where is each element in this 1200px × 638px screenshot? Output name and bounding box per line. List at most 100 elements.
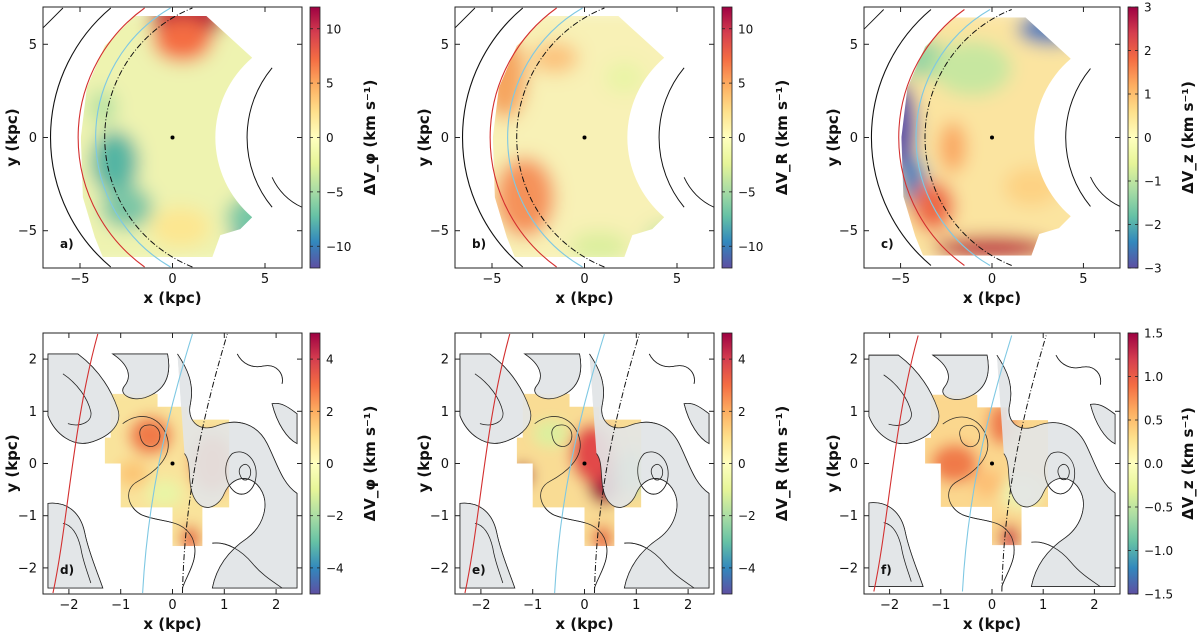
axes: −5 0 5 5 0 −5 [839,7,1120,287]
y-tick-label: 2 [29,353,37,368]
x-tick-label: 0 [580,598,588,613]
x-axis-label: x (kpc) [555,615,613,633]
y-axis-label: y (kpc) [3,108,21,166]
axes: −5 0 5 5 0 −5 [430,7,714,287]
colorbar-tick-label: 2 [738,405,746,419]
colorbar-label: ΔV_R (km s⁻¹) [773,80,791,195]
y-tick-label: 5 [850,38,858,53]
x-tick-label: 0 [168,272,176,287]
x-tick-label: 5 [1079,272,1087,287]
colorbar-tick-label: 10 [326,22,341,36]
x-axis-label: x (kpc) [143,615,201,633]
axes: −2 −1 0 1 2 2 1 0 −1 −2 [430,333,714,613]
y-tick-label: −5 [430,224,449,239]
axes: −5 0 5 5 0 −5 [18,7,302,287]
colorbar-tick-label: −1.0 [1144,544,1173,558]
colorbar-tick-label: 0.0 [1144,457,1163,471]
colorbar-tick-label: 5 [326,77,334,91]
y-tick-label: 0 [850,131,858,146]
x-tick-label: −2 [880,598,899,613]
panel-letter: e) [472,563,486,577]
x-axis-label: x (kpc) [555,289,613,307]
colorbar: 4 2 0 −2 −4 ΔV_φ (km s⁻¹) [309,332,379,595]
axes: −2 −1 0 1 2 2 1 0 −1 −2 [839,333,1120,613]
y-tick-label: −2 [430,561,449,576]
x-tick-label: 2 [684,598,692,613]
heatmap [864,7,1120,268]
y-tick-label: 0 [441,131,449,146]
x-tick-label: 1 [220,598,228,613]
x-tick-label: 1 [1039,598,1047,613]
panel-letter: c) [881,237,894,251]
galactocentric-arcs [52,333,228,594]
axes: −2 −1 0 1 2 2 1 0 −1 −2 [18,333,302,613]
sun-marker [582,135,587,140]
galactocentric-arcs [43,7,302,268]
colorbar-tick-label: −1.5 [1144,588,1173,602]
colorbar-tick-label: 2 [326,405,334,419]
sun-marker [582,461,587,466]
x-axis-label: x (kpc) [963,289,1021,307]
colorbar-label: ΔV_φ (km s⁻¹) [361,80,379,196]
colorbar-tick-label: 0 [738,131,746,145]
panel-f: −2 −1 0 1 2 2 1 0 −1 −2 x (kpc) y (kpc) f) 1.5 1.0 0.5 0… [824,327,1197,634]
x-tick-label: 1 [632,598,640,613]
colorbar-tick-label: 0 [326,131,334,145]
x-tick-label: −1 [931,598,950,613]
y-tick-label: 0 [441,457,449,472]
colorbar-tick-label: 10 [738,22,753,36]
y-tick-label: 1 [29,405,37,420]
x-tick-label: 5 [673,272,681,287]
x-axis-label: x (kpc) [143,289,201,307]
colorbar-label: ΔV_z (km s⁻¹) [1179,407,1197,520]
galactocentric-arcs [873,335,1047,592]
x-tick-label: −5 [70,272,89,287]
colorbar-tick-label: −4 [326,561,344,575]
y-tick-label: −5 [839,224,858,239]
panel-e: −2 −1 0 1 2 2 1 0 −1 −2 x (kpc) y (kpc) e) 4 2 0 −2 −4 ΔV_… [415,332,791,633]
colorbar-tick-label: −5 [326,185,344,199]
panel-b: −5 0 5 5 0 −5 x (kpc) y (kpc) b) 10 5 0 −5 −10 ΔV_R (k… [415,6,791,307]
x-tick-label: −1 [111,598,130,613]
y-axis-label: y (kpc) [824,108,842,166]
colorbar-tick-label: 1.0 [1144,370,1163,384]
heatmap [43,7,302,268]
colorbar-tick-label: −0.5 [1144,501,1173,515]
x-tick-label: 0 [988,598,996,613]
colorbar-tick-label: 0 [738,457,746,471]
sun-marker [170,135,175,140]
colorbar-tick-label: −2 [1144,218,1162,232]
colorbar-tick-label: 4 [326,353,334,367]
colorbar: 10 5 0 −5 −10 ΔV_φ (km s⁻¹) [309,6,379,269]
x-tick-label: 0 [988,272,996,287]
colorbar-tick-label: −10 [326,240,351,254]
x-tick-label: 5 [261,272,269,287]
y-tick-label: −2 [18,561,37,576]
y-tick-label: −5 [18,224,37,239]
colorbar-tick-label: 2 [1144,44,1152,58]
colorbar-tick-label: 0 [326,457,334,471]
y-tick-label: −1 [430,509,449,524]
x-tick-label: −5 [891,272,910,287]
colorbar-tick-label: −1 [1144,175,1162,189]
y-axis-label: y (kpc) [415,108,433,166]
colorbar-tick-label: −2 [738,509,756,523]
colorbar-tick-label: −10 [738,240,763,254]
x-tick-label: 0 [580,272,588,287]
colorbar-tick-label: 3 [1144,1,1152,15]
y-tick-label: 2 [850,353,858,368]
y-axis-label: y (kpc) [824,434,842,492]
colorbar-label: ΔV_z (km s⁻¹) [1179,81,1197,194]
x-tick-label: −2 [59,598,78,613]
panel-a: −5 0 5 5 0 −5 x (kpc) y (kpc) a) 10 5 0 −5 −10 ΔV_φ (k… [3,6,379,307]
x-tick-label: 2 [1090,598,1098,613]
colorbar-label: ΔV_φ (km s⁻¹) [361,406,379,522]
colorbar-tick-label: −5 [738,185,756,199]
panel-letter: d) [60,563,74,577]
colorbar-tick-label: −2 [326,509,344,523]
x-tick-label: −5 [482,272,501,287]
y-tick-label: 2 [441,353,449,368]
x-axis-label: x (kpc) [963,615,1021,633]
colorbar: 1.5 1.0 0.5 0.0 −0.5 −1.0 −1.5 ΔV_z (km s⁻¹) [1127,327,1197,602]
